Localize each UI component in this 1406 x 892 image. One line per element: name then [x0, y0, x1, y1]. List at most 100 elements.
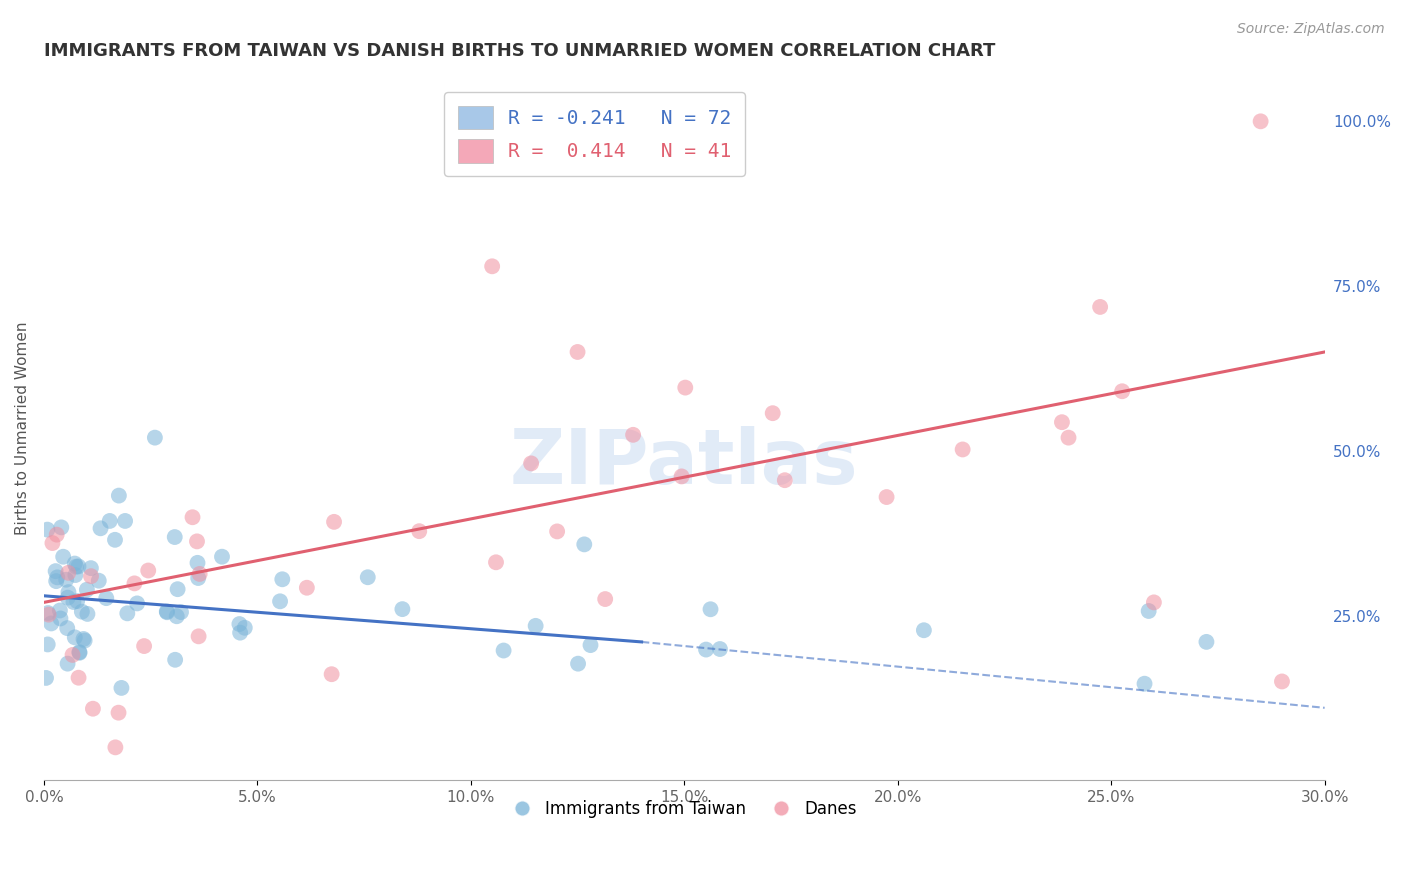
Point — [357, 570, 380, 584]
Point — [1057, 431, 1080, 445]
Point — [524, 619, 547, 633]
Point — [96, 591, 118, 606]
Point — [65, 559, 87, 574]
Point — [72, 632, 94, 646]
Point — [37, 637, 59, 651]
Text: Source: ZipAtlas.com: Source: ZipAtlas.com — [1237, 22, 1385, 37]
Point — [127, 596, 149, 610]
Point — [143, 431, 166, 445]
Point — [1143, 595, 1166, 609]
Point — [1250, 114, 1272, 128]
Point — [567, 345, 589, 359]
Point — [56, 621, 79, 635]
Point — [62, 595, 84, 609]
Point — [62, 648, 84, 662]
Point — [912, 624, 935, 638]
Text: IMMIGRANTS FROM TAIWAN VS DANISH BIRTHS TO UNMARRIED WOMEN CORRELATION CHART: IMMIGRANTS FROM TAIWAN VS DANISH BIRTHS … — [44, 42, 995, 60]
Point — [82, 702, 104, 716]
Point — [65, 568, 87, 582]
Point — [67, 559, 90, 574]
Point — [485, 555, 508, 569]
Point — [41, 536, 63, 550]
Point — [481, 260, 503, 274]
Point — [567, 657, 589, 671]
Point — [269, 594, 291, 608]
Point — [211, 549, 233, 564]
Point — [186, 534, 208, 549]
Point — [37, 523, 59, 537]
Point — [295, 581, 318, 595]
Point — [952, 442, 974, 457]
Y-axis label: Births to Unmarried Women: Births to Unmarried Women — [15, 321, 30, 534]
Point — [673, 381, 696, 395]
Point — [76, 582, 98, 597]
Point — [1137, 604, 1160, 618]
Point — [156, 605, 179, 619]
Legend: Immigrants from Taiwan, Danes: Immigrants from Taiwan, Danes — [505, 794, 863, 825]
Point — [67, 671, 90, 685]
Point — [136, 564, 159, 578]
Point — [117, 607, 139, 621]
Point — [181, 510, 204, 524]
Point — [1195, 635, 1218, 649]
Point — [187, 629, 209, 643]
Point — [66, 594, 89, 608]
Point — [90, 521, 112, 535]
Point — [108, 489, 131, 503]
Point — [166, 609, 188, 624]
Point — [110, 681, 132, 695]
Point — [391, 602, 413, 616]
Point — [229, 625, 252, 640]
Point — [55, 573, 77, 587]
Point — [63, 557, 86, 571]
Point — [51, 520, 73, 534]
Point — [671, 469, 693, 483]
Point — [56, 657, 79, 671]
Point — [876, 490, 898, 504]
Point — [187, 571, 209, 585]
Point — [35, 671, 58, 685]
Point — [271, 572, 294, 586]
Point — [76, 607, 98, 621]
Point — [37, 606, 59, 620]
Point — [546, 524, 568, 539]
Point — [45, 564, 67, 578]
Point — [165, 653, 187, 667]
Point — [63, 631, 86, 645]
Point — [87, 574, 110, 588]
Point — [80, 561, 103, 575]
Point — [170, 605, 193, 619]
Point — [1133, 676, 1156, 690]
Point — [695, 642, 717, 657]
Point — [762, 406, 785, 420]
Point — [80, 569, 103, 583]
Point — [46, 570, 69, 584]
Point — [166, 582, 188, 597]
Point — [73, 633, 96, 648]
Point — [49, 603, 72, 617]
Point — [49, 611, 72, 625]
Point — [132, 639, 155, 653]
Point — [98, 514, 121, 528]
Point — [70, 605, 93, 619]
Point — [593, 592, 616, 607]
Point — [52, 549, 75, 564]
Point — [492, 643, 515, 657]
Point — [579, 638, 602, 652]
Point — [228, 617, 250, 632]
Point — [520, 457, 543, 471]
Point — [1111, 384, 1133, 399]
Point — [156, 605, 179, 619]
Point — [45, 527, 67, 541]
Point — [38, 607, 60, 622]
Point — [124, 576, 146, 591]
Point — [574, 537, 596, 551]
Text: ZIPatlas: ZIPatlas — [510, 426, 859, 500]
Point — [104, 740, 127, 755]
Point — [321, 667, 343, 681]
Point — [1050, 415, 1073, 429]
Point — [408, 524, 430, 538]
Point — [39, 616, 62, 631]
Point — [188, 566, 211, 581]
Point — [107, 706, 129, 720]
